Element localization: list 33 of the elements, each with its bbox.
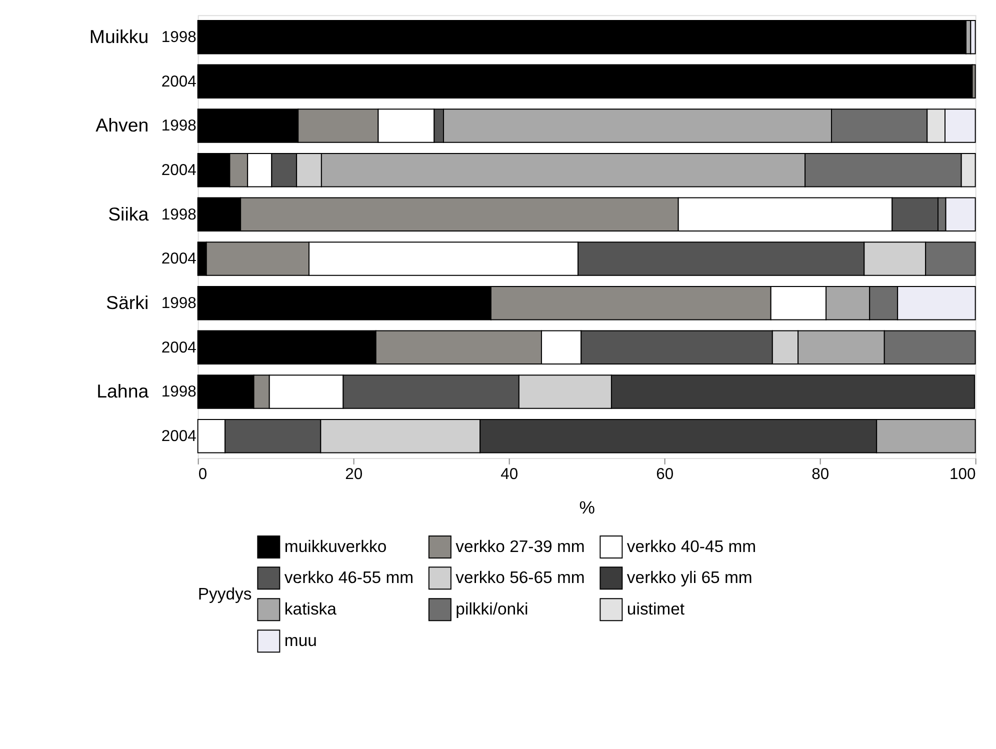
- legend-label: uistimet: [626, 600, 685, 619]
- y-tick-label: 2004: [161, 162, 197, 180]
- text: Siika: [108, 203, 150, 224]
- legend-label: pilkki/onki: [456, 600, 528, 619]
- legend-label: muikkuverkko: [284, 536, 387, 556]
- legend-label: verkko 56-65 mm: [456, 568, 585, 588]
- text: Ahven: [96, 114, 149, 136]
- x-tick-label: 60: [656, 466, 674, 484]
- y-tick-label: 2004: [161, 250, 197, 268]
- text: Lahna: [96, 380, 150, 402]
- y-tick-label: 1998: [161, 118, 197, 135]
- legend-title: Pyydys: [198, 584, 252, 604]
- x-tick-label: 40: [500, 466, 518, 484]
- y-tick-label: 2004: [161, 339, 197, 356]
- y-tick-label: 1998: [161, 295, 197, 312]
- legend-label: katiska: [284, 600, 338, 619]
- y-tick-label: 1998: [161, 206, 197, 224]
- text: Muikku: [89, 26, 149, 47]
- legend-label: verkko 27-39 mm: [456, 536, 585, 556]
- legend-label: verkko 46-55 mm: [284, 568, 414, 588]
- text: Särki: [106, 292, 149, 313]
- y-tick-label: 2004: [161, 73, 197, 90]
- legend-label: verkko yli 65 mm: [626, 568, 752, 588]
- y-tick-label: 1998: [161, 29, 197, 46]
- x-tick-label: 20: [345, 466, 363, 484]
- legend-label: muu: [284, 631, 317, 650]
- x-axis-title: %: [579, 498, 596, 518]
- y-tick-label: 1998: [161, 384, 197, 401]
- x-tick-label: 100: [950, 466, 976, 484]
- legend-label: verkko 40-45 mm: [626, 536, 756, 556]
- x-tick-label: 80: [812, 466, 830, 484]
- x-tick-label: 0: [198, 466, 208, 484]
- y-tick-label: 2004: [161, 428, 197, 445]
